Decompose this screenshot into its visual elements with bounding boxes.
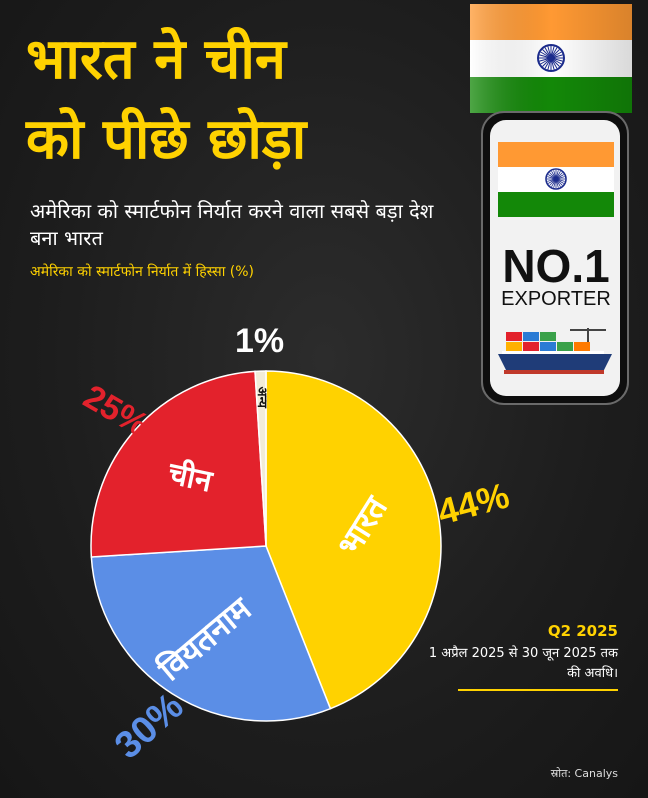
subtitle: अमेरिका को स्मार्टफोन निर्यात करने वाला …: [30, 199, 434, 250]
period-description: 1 अप्रैल 2025 से 30 जून 2025 तक की अवधि।: [428, 646, 618, 681]
badge-rank: NO.1: [502, 240, 609, 292]
headline-line-1: भारत ने चीन: [26, 27, 286, 92]
cargo-ship-icon: [498, 328, 612, 374]
period-quarter: Q2 2025: [547, 622, 618, 640]
slice-value-india: 44%: [433, 474, 513, 532]
slice-label-other: अन्य: [254, 387, 269, 409]
pie-slice-vietnam: [90, 545, 332, 722]
headline-line-2: को पीछे छोड़ा: [26, 107, 307, 172]
source-credit: स्रोत: Canalys: [550, 767, 618, 780]
chart-title: अमेरिका को स्मार्टफोन निर्यात में हिस्सा…: [30, 264, 255, 280]
india-flag-icon: [470, 4, 632, 113]
badge-label: EXPORTER: [501, 288, 611, 310]
period-underline: [458, 689, 618, 691]
pie-slice-other: [254, 370, 267, 547]
slice-value-other: 1%: [235, 322, 284, 360]
pie-slice-india: [265, 370, 442, 710]
pie-plot: भारत 44%वियतनाम30%चीन25% अन्य1%: [77, 322, 513, 767]
pie-slice-china: [90, 370, 267, 558]
